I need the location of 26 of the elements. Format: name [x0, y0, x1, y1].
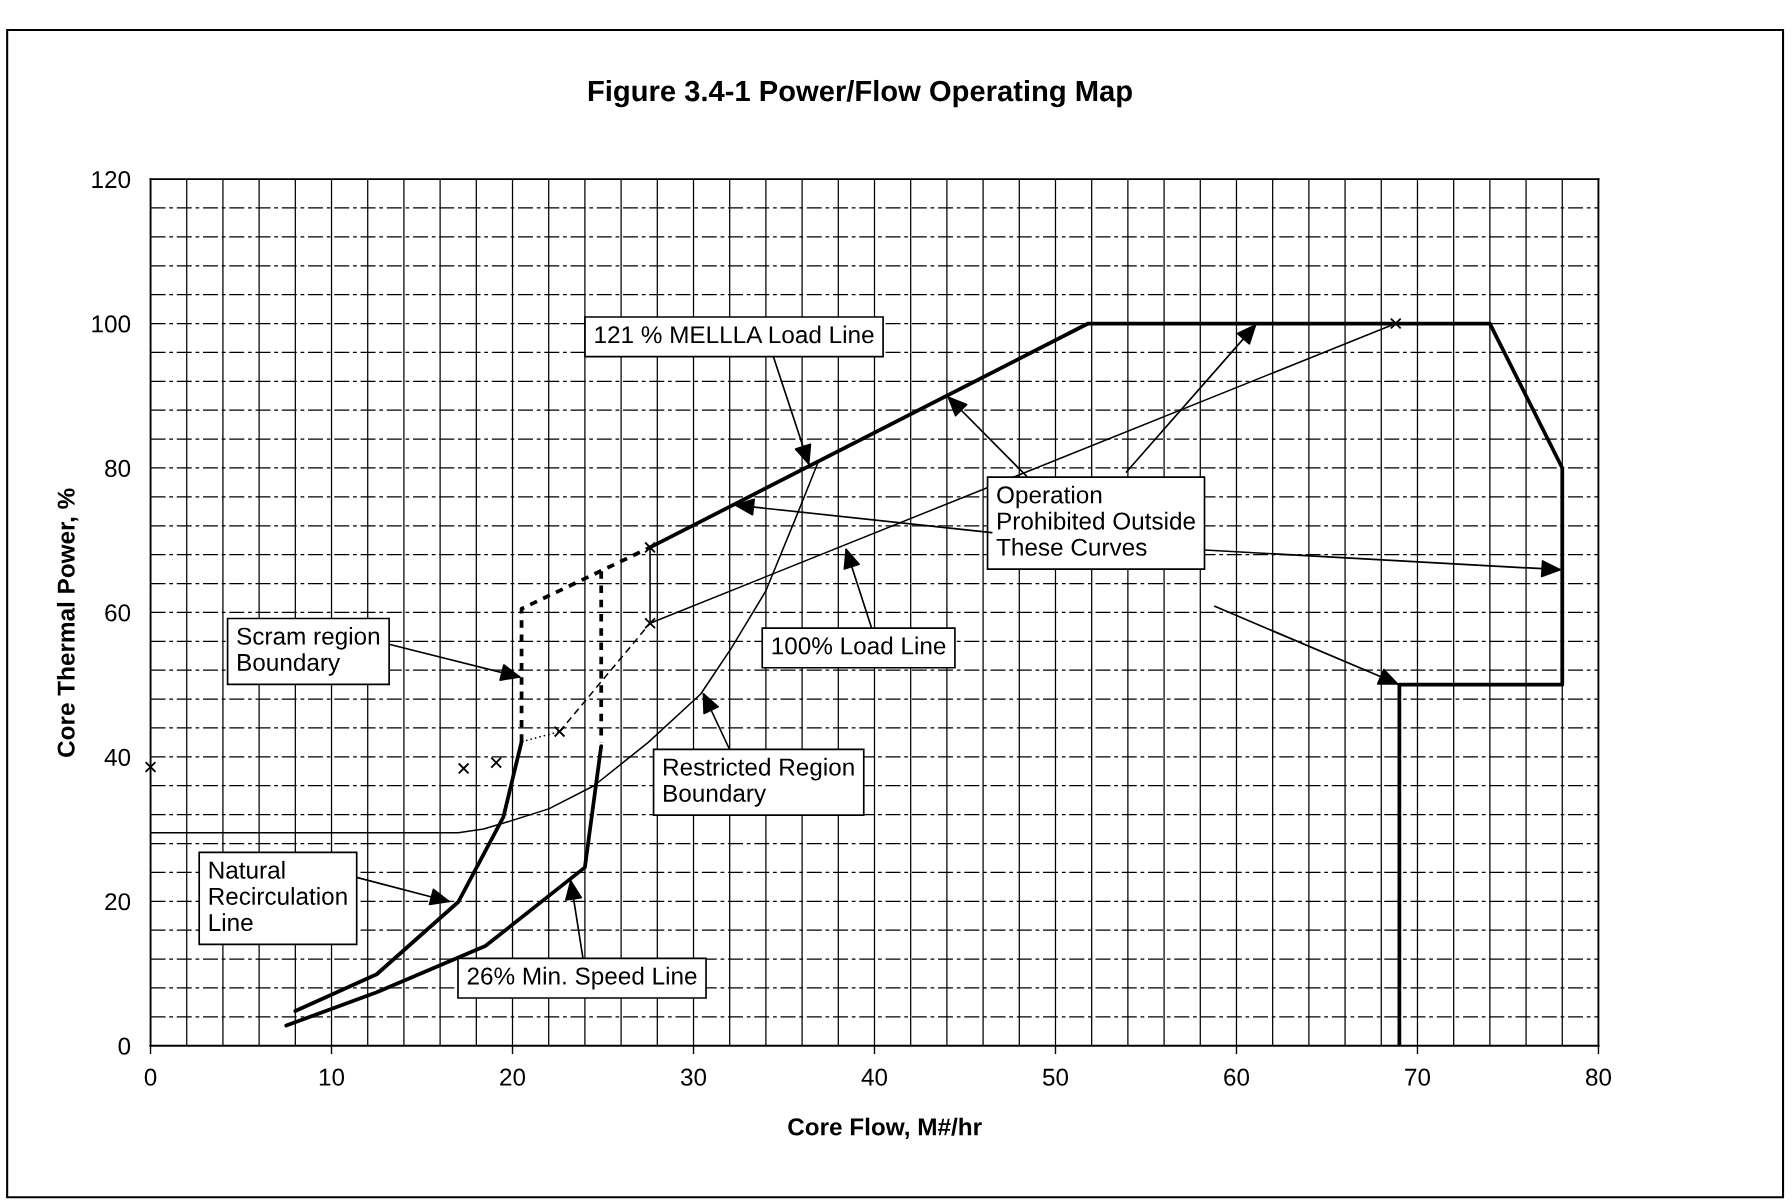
x-tick-label: 60	[1224, 1068, 1250, 1086]
x-tick-label: 50	[1042, 1068, 1069, 1086]
y-tick-label: 0	[118, 1037, 131, 1055]
y-tick-label: 100	[92, 315, 131, 333]
annotation: Restricted Region Boundary	[664, 757, 854, 807]
x-tick-label: 70	[1405, 1068, 1431, 1086]
annotation: Scram region Boundary	[237, 627, 380, 676]
y-tick-label: 60	[105, 604, 131, 622]
chart-title: Figure 3.4-1 Power/Flow Operating Map	[588, 79, 1132, 108]
x-tick-label: 80	[1586, 1068, 1612, 1086]
y-tick-label: 20	[105, 893, 131, 911]
y-tick-label: 40	[104, 748, 131, 766]
x-tick-label: 40	[861, 1068, 888, 1086]
annotation: 121 % MELLLA Load Line	[595, 325, 874, 344]
x-axis-title: Core Flow, M#/hr	[788, 1117, 982, 1140]
annotation: Natural Recirculation Line	[209, 860, 347, 932]
x-tick-label: 10	[319, 1068, 345, 1086]
annotation: 100% Load Line	[772, 636, 946, 655]
y-tick-label: 120	[92, 170, 131, 189]
x-tick-label: 30	[680, 1068, 707, 1086]
x-tick-label: 20	[500, 1068, 526, 1086]
annotation: 26% Min. Speed Line	[467, 966, 697, 990]
x-tick-label: 0	[144, 1068, 157, 1086]
annotation: Operation Prohibited Outside These Curves	[996, 485, 1195, 556]
y-axis-title: Core Thermal Power, %	[56, 488, 79, 757]
y-tick-label: 80	[105, 459, 131, 478]
